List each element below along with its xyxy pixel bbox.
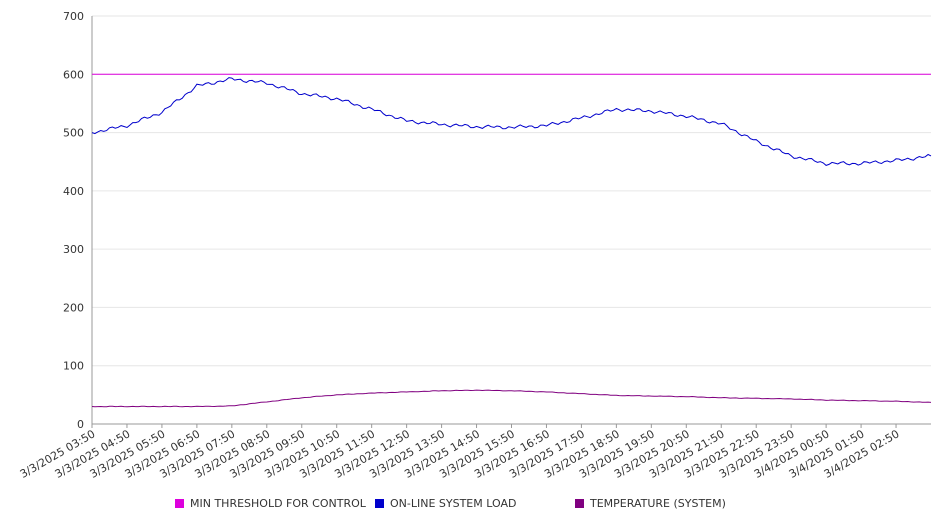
y-tick-label: 200 <box>63 301 84 314</box>
legend-swatch-system-load <box>375 499 384 508</box>
legend-swatch-temperature <box>575 499 584 508</box>
x-axis-ticks: 3/3/2025 03:503/3/2025 04:503/3/2025 05:… <box>18 424 902 481</box>
y-tick-label: 0 <box>77 418 84 431</box>
y-tick-label: 100 <box>63 360 84 373</box>
legend-swatch-threshold <box>175 499 184 508</box>
legend-label-system-load: ON-LINE SYSTEM LOAD <box>390 497 517 510</box>
y-tick-label: 300 <box>63 243 84 256</box>
y-tick-label: 600 <box>63 68 84 81</box>
series-lines <box>91 73 932 408</box>
y-tick-label: 500 <box>63 127 84 140</box>
y-tick-label: 700 <box>63 10 84 23</box>
series-line-1 <box>91 77 932 166</box>
legend-item-threshold[interactable]: MIN THRESHOLD FOR CONTROL <box>175 497 366 510</box>
legend-item-system-load[interactable]: ON-LINE SYSTEM LOAD <box>375 497 516 510</box>
legend: MIN THRESHOLD FOR CONTROL ON-LINE SYSTEM… <box>0 497 946 515</box>
series-line-2 <box>91 389 932 408</box>
y-axis-ticks: 0 100 200 300 400 500 600 700 <box>63 10 84 431</box>
legend-item-temperature[interactable]: TEMPERATURE (SYSTEM) <box>575 497 726 510</box>
y-tick-label: 400 <box>63 185 84 198</box>
axes <box>91 16 931 425</box>
legend-label-temperature: TEMPERATURE (SYSTEM) <box>590 497 726 510</box>
grid-lines <box>92 15 931 367</box>
legend-label-threshold: MIN THRESHOLD FOR CONTROL <box>190 497 366 510</box>
